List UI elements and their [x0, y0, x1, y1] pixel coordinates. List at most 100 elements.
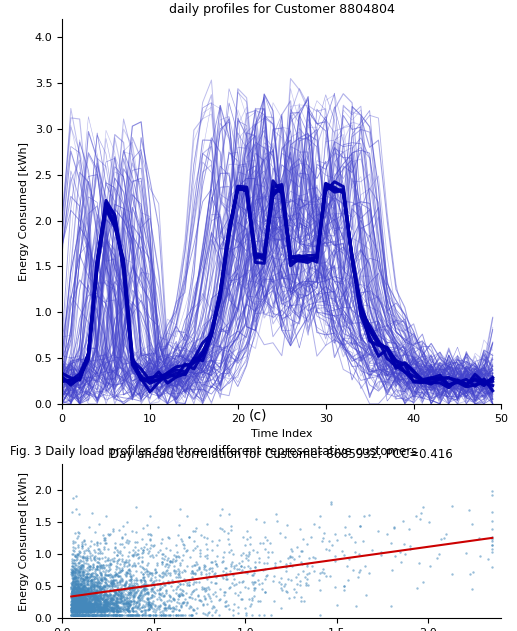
Point: [108, 572, 116, 582]
Point: [75, 567, 83, 577]
Point: [93, 604, 101, 614]
Point: [129, 599, 137, 609]
Point: [137, 606, 145, 616]
Point: [208, 610, 217, 620]
Point: [223, 599, 232, 610]
Point: [68, 586, 77, 596]
Point: [77, 603, 85, 613]
Point: [72, 599, 81, 610]
Point: [96, 593, 104, 603]
Point: [78, 591, 86, 601]
Point: [140, 581, 148, 591]
Point: [189, 569, 197, 579]
Point: [130, 606, 139, 616]
Point: [203, 550, 211, 560]
Point: [100, 573, 109, 583]
Point: [74, 572, 83, 582]
Point: [96, 569, 104, 579]
Point: [81, 599, 89, 609]
Point: [84, 583, 92, 593]
Point: [93, 572, 101, 582]
Point: [416, 514, 424, 524]
Point: [110, 601, 118, 611]
Point: [147, 581, 156, 591]
Point: [259, 538, 267, 548]
Point: [151, 587, 160, 598]
Point: [70, 610, 78, 620]
Point: [69, 604, 77, 614]
Point: [191, 568, 199, 578]
Point: [133, 601, 142, 611]
Point: [130, 596, 139, 606]
Point: [116, 586, 125, 596]
Point: [102, 598, 110, 608]
Point: [86, 589, 95, 599]
Point: [75, 601, 83, 611]
Point: [81, 610, 89, 620]
Point: [76, 591, 84, 601]
Point: [128, 550, 136, 560]
Point: [105, 595, 114, 605]
Point: [100, 604, 109, 614]
Point: [101, 596, 110, 606]
Point: [121, 571, 130, 581]
Point: [103, 575, 112, 586]
Point: [141, 585, 149, 595]
Point: [108, 610, 116, 620]
Point: [76, 608, 84, 618]
Point: [71, 593, 80, 603]
Point: [73, 595, 81, 605]
Point: [115, 610, 123, 620]
Point: [98, 598, 106, 608]
Point: [82, 601, 90, 611]
Point: [89, 599, 97, 609]
Point: [81, 553, 89, 563]
Point: [69, 589, 77, 599]
Point: [77, 587, 85, 597]
Point: [77, 586, 85, 596]
Point: [97, 607, 105, 617]
Point: [156, 600, 164, 610]
Point: [170, 565, 178, 575]
Point: [74, 531, 82, 541]
Point: [90, 601, 99, 611]
Point: [90, 555, 98, 565]
Point: [189, 604, 197, 614]
Point: [69, 598, 77, 608]
Point: [108, 592, 116, 602]
Point: [70, 601, 78, 611]
Point: [97, 562, 105, 572]
Point: [163, 555, 172, 565]
Point: [96, 560, 104, 570]
Point: [82, 589, 90, 599]
Point: [170, 561, 178, 571]
Point: [71, 596, 80, 606]
Point: [117, 591, 126, 601]
Point: [93, 604, 101, 614]
Point: [120, 529, 129, 539]
Point: [99, 594, 108, 604]
Point: [115, 586, 124, 596]
Point: [114, 596, 122, 606]
Point: [140, 589, 148, 599]
Point: [70, 584, 79, 594]
Point: [93, 570, 101, 580]
Point: [114, 606, 123, 616]
Point: [69, 602, 77, 612]
Point: [153, 603, 161, 613]
Point: [104, 581, 112, 591]
Point: [405, 524, 413, 534]
Point: [68, 586, 77, 596]
Point: [70, 572, 78, 582]
Point: [71, 603, 79, 613]
Point: [78, 604, 86, 614]
Point: [83, 601, 91, 611]
Point: [92, 597, 100, 607]
Point: [89, 579, 98, 589]
Point: [196, 545, 205, 555]
Point: [100, 589, 108, 599]
Point: [73, 595, 81, 605]
Point: [160, 603, 168, 613]
Point: [117, 566, 125, 576]
Point: [123, 593, 131, 603]
